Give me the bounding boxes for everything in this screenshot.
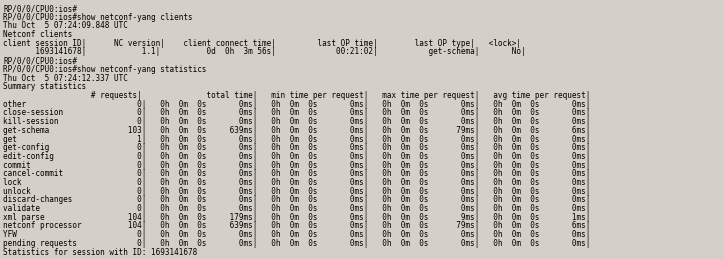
Text: pending requests             0|   0h  0m  0s       0ms|   0h  0m  0s       0ms| : pending requests 0| 0h 0m 0s 0ms| 0h 0m … [3, 239, 590, 248]
Text: close-session                0|   0h  0m  0s       0ms|   0h  0m  0s       0ms| : close-session 0| 0h 0m 0s 0ms| 0h 0m 0s … [3, 109, 590, 117]
Text: commit                       0|   0h  0m  0s       0ms|   0h  0m  0s       0ms| : commit 0| 0h 0m 0s 0ms| 0h 0m 0s 0ms| [3, 161, 590, 170]
Text: RP/0/0/CPU0:ios#: RP/0/0/CPU0:ios# [3, 4, 77, 13]
Text: lock                         0|   0h  0m  0s       0ms|   0h  0m  0s       0ms| : lock 0| 0h 0m 0s 0ms| 0h 0m 0s 0ms| [3, 178, 590, 187]
Text: # requests|              total time|   min time per request|   max time per requ: # requests| total time| min time per req… [3, 91, 590, 100]
Text: get-schema                 103|   0h  0m  0s     639ms|   0h  0m  0s       0ms| : get-schema 103| 0h 0m 0s 639ms| 0h 0m 0s… [3, 126, 590, 135]
Text: kill-session                 0|   0h  0m  0s       0ms|   0h  0m  0s       0ms| : kill-session 0| 0h 0m 0s 0ms| 0h 0m 0s 0… [3, 117, 590, 126]
Text: RP/0/0/CPU0:ios#show netconf-yang clients: RP/0/0/CPU0:ios#show netconf-yang client… [3, 13, 193, 22]
Text: cancel-commit                0|   0h  0m  0s       0ms|   0h  0m  0s       0ms| : cancel-commit 0| 0h 0m 0s 0ms| 0h 0m 0s … [3, 169, 590, 178]
Text: Thu Oct  5 07:24:12.337 UTC: Thu Oct 5 07:24:12.337 UTC [3, 74, 128, 83]
Text: edit-config                  0|   0h  0m  0s       0ms|   0h  0m  0s       0ms| : edit-config 0| 0h 0m 0s 0ms| 0h 0m 0s 0m… [3, 152, 590, 161]
Text: Netconf clients: Netconf clients [3, 30, 72, 39]
Text: 1693141678|            1.1|          0d  0h  3m 56s|             00:21:02|      : 1693141678| 1.1| 0d 0h 3m 56s| 00:21:02| [3, 47, 526, 56]
Text: get-config                   0|   0h  0m  0s       0ms|   0h  0m  0s       0ms| : get-config 0| 0h 0m 0s 0ms| 0h 0m 0s 0ms… [3, 143, 590, 152]
Text: get                          1|   0h  0m  0s       0ms|   0h  0m  0s       0ms| : get 1| 0h 0m 0s 0ms| 0h 0m 0s 0ms| [3, 134, 590, 143]
Text: unlock                       0|   0h  0m  0s       0ms|   0h  0m  0s       0ms| : unlock 0| 0h 0m 0s 0ms| 0h 0m 0s 0ms| [3, 187, 590, 196]
Text: netconf processor          104|   0h  0m  0s     639ms|   0h  0m  0s       0ms| : netconf processor 104| 0h 0m 0s 639ms| 0… [3, 221, 590, 231]
Text: other                        0|   0h  0m  0s       0ms|   0h  0m  0s       0ms| : other 0| 0h 0m 0s 0ms| 0h 0m 0s 0ms| [3, 100, 590, 109]
Text: Thu Oct  5 07:24:09.848 UTC: Thu Oct 5 07:24:09.848 UTC [3, 21, 128, 30]
Text: YFW                          0|   0h  0m  0s       0ms|   0h  0m  0s       0ms| : YFW 0| 0h 0m 0s 0ms| 0h 0m 0s 0ms| [3, 230, 590, 239]
Text: RP/0/0/CPU0:ios#: RP/0/0/CPU0:ios# [3, 56, 77, 65]
Text: validate                     0|   0h  0m  0s       0ms|   0h  0m  0s       0ms| : validate 0| 0h 0m 0s 0ms| 0h 0m 0s 0ms| [3, 204, 590, 213]
Text: Statistics for session with ID: 1693141678: Statistics for session with ID: 16931416… [3, 248, 197, 257]
Text: Summary statistics: Summary statistics [3, 82, 86, 91]
Text: client session ID|      NC version|    client connect time|         last OP time: client session ID| NC version| client co… [3, 39, 521, 48]
Text: discard-changes              0|   0h  0m  0s       0ms|   0h  0m  0s       0ms| : discard-changes 0| 0h 0m 0s 0ms| 0h 0m 0… [3, 195, 590, 204]
Text: xml parse                  104|   0h  0m  0s     179ms|   0h  0m  0s       0ms| : xml parse 104| 0h 0m 0s 179ms| 0h 0m 0s … [3, 213, 590, 222]
Text: RP/0/0/CPU0:ios#show netconf-yang statistics: RP/0/0/CPU0:ios#show netconf-yang statis… [3, 65, 206, 74]
